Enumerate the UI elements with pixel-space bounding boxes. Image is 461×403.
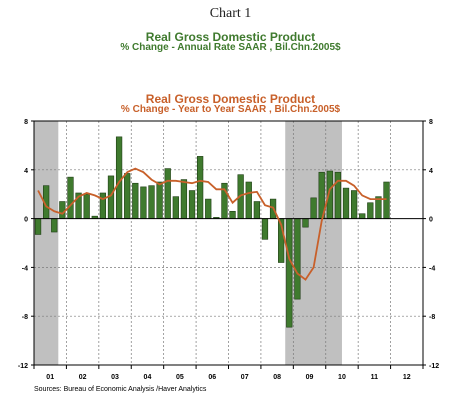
bar-annual-rate-11 <box>115 136 123 219</box>
bar-annual-rate-35 <box>310 197 317 219</box>
bar-annual-rate-12 <box>124 173 131 219</box>
bar-annual-rate-7 <box>83 193 90 219</box>
y-tick-label-left: -4 <box>22 265 28 272</box>
bar-annual-rate-15 <box>148 185 155 219</box>
x-tick-label: 06 <box>208 374 216 381</box>
bar-annual-rate-9 <box>99 192 107 219</box>
x-tick-label: 11 <box>371 374 379 381</box>
source-note: Sources: Bureau of Economic Analysis /Ha… <box>34 386 207 393</box>
bar-annual-rate-38 <box>334 171 342 219</box>
x-tick-label: 03 <box>111 374 119 381</box>
bar-annual-rate-25 <box>229 210 236 219</box>
y-tick-label-left: 0 <box>24 217 28 224</box>
bar-series-subtitle: % Change - Annual Rate SAAR , Bil.Chn.20… <box>120 42 341 53</box>
x-tick-label: 04 <box>144 374 152 381</box>
bar-annual-rate-34 <box>302 218 309 228</box>
bar-annual-rate-3 <box>51 218 58 233</box>
bar-annual-rate-4 <box>59 201 66 219</box>
x-tick-label: 05 <box>176 374 184 381</box>
x-tick-label: 02 <box>79 374 87 381</box>
bar-annual-rate-33 <box>294 218 301 300</box>
x-tick-label: 09 <box>306 374 314 381</box>
y-tick-label-right: 8 <box>429 119 433 126</box>
bar-annual-rate-18 <box>172 196 179 219</box>
line-series-subtitle: % Change - Year to Year SAAR , Bil.Chn.2… <box>120 104 341 115</box>
bar-annual-rate-39 <box>342 187 350 219</box>
bar-annual-rate-22 <box>205 198 212 219</box>
x-tick-label: 07 <box>241 374 249 381</box>
bar-annual-rate-5 <box>67 176 74 219</box>
bar-annual-rate-44 <box>383 181 390 219</box>
y-tick-label-right: -4 <box>429 265 435 272</box>
y-tick-label-right: 0 <box>429 217 433 224</box>
bar-series-title: Real Gross Domestic Product <box>145 30 316 44</box>
bar-annual-rate-14 <box>140 186 147 219</box>
line-series-title: Real Gross Domestic Product <box>145 92 316 106</box>
bar-annual-rate-17 <box>164 168 171 219</box>
bar-annual-rate-20 <box>188 190 196 219</box>
line-year-to-year <box>37 167 387 281</box>
bar-annual-rate-13 <box>132 182 139 219</box>
y-tick-label-left: -8 <box>22 314 28 321</box>
x-tick-label: 12 <box>403 374 411 381</box>
x-tick-label: 10 <box>338 374 346 381</box>
y-tick-label-right: -8 <box>429 314 435 321</box>
recession-shading-1 <box>34 121 59 365</box>
bar-annual-rate-27 <box>245 181 252 219</box>
bar-annual-rate-29 <box>261 218 269 240</box>
bar-annual-rate-16 <box>156 181 163 219</box>
bar-annual-rate-28 <box>253 201 261 219</box>
y-tick-label-right: -12 <box>429 363 439 370</box>
recession-shading-2 <box>285 121 342 365</box>
page-title: Chart 1 <box>209 6 252 21</box>
y-tick-label-right: 4 <box>429 168 433 175</box>
x-tick-label: 08 <box>273 374 281 381</box>
bar-annual-rate-1 <box>34 218 42 235</box>
x-tick-label: 01 <box>46 374 54 381</box>
bar-annual-rate-32 <box>286 218 293 328</box>
y-tick-label-left: 4 <box>24 168 28 175</box>
y-tick-label-left: 8 <box>24 119 28 126</box>
bar-annual-rate-19 <box>180 179 188 219</box>
bar-annual-rate-40 <box>350 190 358 219</box>
bar-annual-rate-41 <box>359 213 366 219</box>
bar-annual-rate-21 <box>196 156 204 219</box>
y-tick-label-left: -12 <box>18 363 28 370</box>
bar-annual-rate-42 <box>367 202 374 219</box>
